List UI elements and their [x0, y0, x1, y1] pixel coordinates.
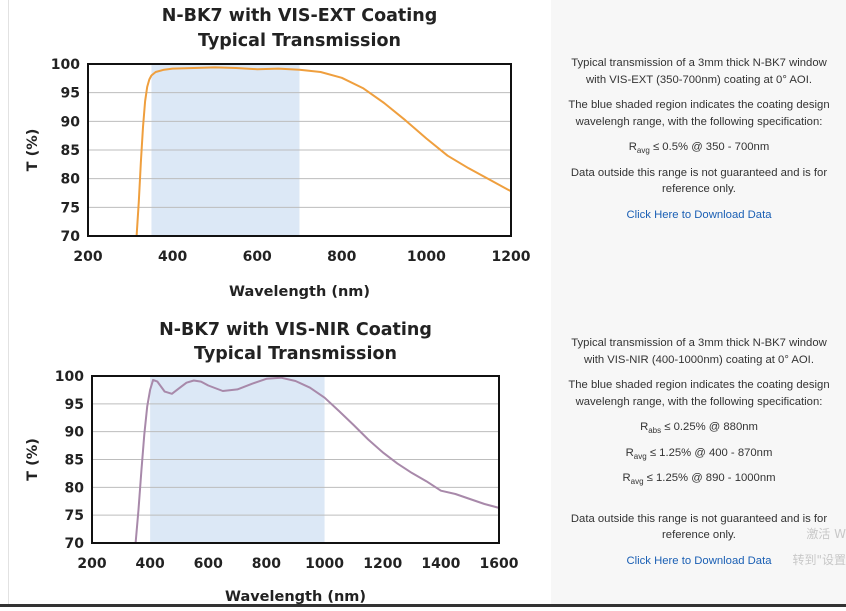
y-tick-label: 85 — [61, 143, 80, 159]
x-tick-label: 1400 — [421, 556, 460, 572]
spec-line: Ravg ≤ 0.5% @ 350 - 700nm — [563, 139, 835, 156]
y-tick-label: 100 — [51, 57, 80, 73]
x-tick-label: 1000 — [407, 249, 446, 265]
description-text: Typical transmission of a 3mm thick N-BK… — [571, 337, 827, 366]
chart-vis-ext: N-BK7 with VIS-EXT Coating Typical Transm… — [25, 6, 531, 300]
download-data-link[interactable]: Click Here to Download Data — [626, 554, 772, 567]
download-data-link[interactable]: Click Here to Download Data — [626, 208, 772, 221]
spec-line: Rabs ≤ 0.25% @ 880nm — [563, 419, 835, 436]
y-tick-label: 80 — [61, 172, 81, 188]
plot-frame — [87, 63, 512, 237]
y-tick-label: 80 — [65, 480, 85, 496]
chart-title: N-BK7 with VIS-NIR Coating — [159, 320, 432, 340]
x-axis-label: Wavelength (nm) — [225, 589, 366, 605]
y-tick-label: 95 — [61, 86, 80, 102]
y-tick-label: 90 — [61, 114, 81, 130]
spec-symbol: R — [622, 472, 631, 484]
y-axis-label: T (%) — [25, 129, 41, 172]
x-tick-label: 200 — [73, 249, 102, 265]
description: Typical transmission of a 3mm thick N-BK… — [563, 335, 835, 578]
x-tick-label: 600 — [243, 249, 272, 265]
y-tick-label: 100 — [55, 369, 84, 385]
x-tick-label: 1600 — [480, 556, 519, 572]
x-tick-label: 400 — [158, 249, 187, 265]
y-tick-label: 70 — [65, 536, 85, 552]
spec-value: ≤ 1.25% @ 400 - 870nm — [646, 446, 773, 459]
x-tick-label: 1200 — [492, 249, 531, 265]
disclaimer: Data outside this range is not guarantee… — [570, 512, 828, 542]
chart-cell: N-BK7 with VIS-NIR Coating Typical Transm… — [8, 313, 552, 607]
description-text: The blue shaded region indicates the coa… — [568, 99, 830, 128]
y-tick-label: 70 — [61, 229, 81, 245]
spec-symbol: R — [628, 141, 637, 153]
spec-symbol: R — [640, 421, 649, 433]
chart-title: Typical Transmission — [198, 31, 401, 51]
spec-subscript: avg — [636, 146, 650, 155]
y-tick-label: 95 — [65, 397, 84, 413]
panel-vis-nir: N-BK7 with VIS-NIR Coating Typical Transm… — [0, 313, 846, 607]
y-tick-label: 90 — [65, 425, 85, 441]
spec-value: ≤ 1.25% @ 890 - 1000nm — [643, 472, 776, 484]
chart-cell: N-BK7 with VIS-EXT Coating Typical Transm… — [8, 0, 552, 314]
x-tick-label: 800 — [252, 556, 281, 572]
spec-line: Ravg ≤ 1.25% @ 890 - 1000nm — [563, 470, 835, 487]
x-tick-label: 1200 — [363, 556, 402, 572]
watermark-text: 转到"设置 — [792, 553, 846, 567]
chart-vis-nir: N-BK7 with VIS-NIR Coating Typical Transm… — [25, 320, 519, 605]
description-cell: Typical transmission of a 3mm thick N-BK… — [551, 313, 846, 607]
x-tick-label: 1000 — [305, 556, 344, 572]
x-tick-label: 400 — [136, 556, 165, 572]
x-tick-label: 600 — [194, 556, 223, 572]
spec-line: Ravg ≤ 1.25% @ 400 - 870nm — [563, 445, 835, 462]
transmission-line — [134, 376, 500, 544]
transmission-line — [135, 66, 512, 237]
description-cell: Typical transmission of a 3mm thick N-BK… — [551, 0, 846, 314]
x-tick-label: 800 — [327, 249, 356, 265]
description-text: Typical transmission of a 3mm thick N-BK… — [571, 57, 827, 86]
chart-title: N-BK7 with VIS-EXT Coating — [162, 6, 438, 26]
watermark-text: 激活 W — [806, 527, 846, 541]
x-tick-label: 200 — [77, 556, 106, 572]
plot-frame — [91, 375, 500, 544]
spec-value: ≤ 0.25% @ 880nm — [661, 421, 758, 433]
y-tick-label: 75 — [61, 200, 80, 216]
y-tick-label: 85 — [65, 453, 84, 469]
disclaimer: Data outside this range is not guarantee… — [570, 166, 828, 196]
x-axis-label: Wavelength (nm) — [229, 284, 370, 300]
description: Typical transmission of a 3mm thick N-BK… — [563, 55, 835, 232]
spec-subscript: abs — [648, 426, 662, 435]
spec-subscript: avg — [633, 451, 647, 461]
y-axis-label: T (%) — [25, 438, 41, 481]
chart-title: Typical Transmission — [194, 344, 397, 364]
bottom-bar — [0, 604, 846, 607]
y-tick-label: 75 — [65, 508, 84, 524]
spec-symbol: R — [625, 446, 634, 459]
spec-value: ≤ 0.5% @ 350 - 700nm — [649, 141, 770, 153]
description-text: The blue shaded region indicates the coa… — [568, 379, 830, 408]
spec-subscript: avg — [630, 477, 644, 486]
panel-vis-ext: N-BK7 with VIS-EXT Coating Typical Transm… — [8, 0, 846, 314]
